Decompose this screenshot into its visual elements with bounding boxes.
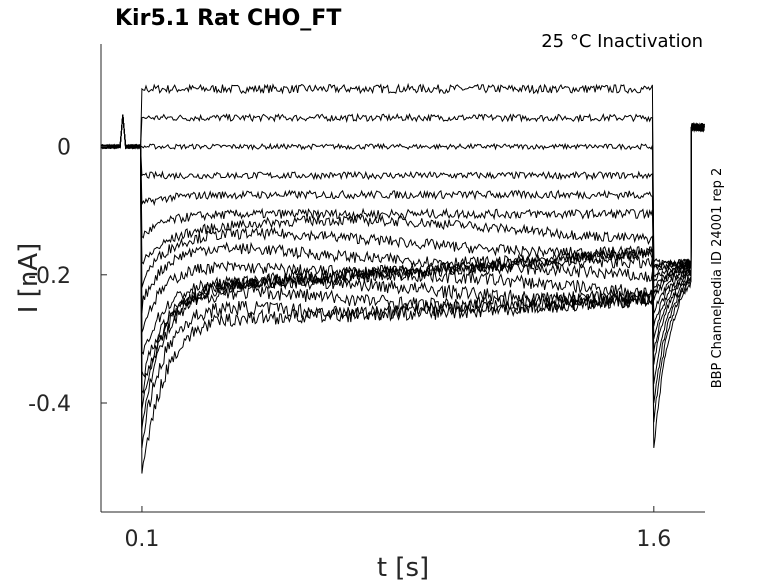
y-tick-label: 0: [57, 136, 71, 161]
current-trace: [100, 114, 705, 283]
current-trace: [100, 114, 705, 395]
condition-label: 25 °C Inactivation: [541, 31, 703, 52]
y-axis-label: I [nA]: [14, 243, 44, 313]
y-tick-label: -0.2: [28, 264, 71, 289]
current-trace: [100, 114, 705, 474]
current-trace: [100, 112, 705, 268]
traces-group: [100, 82, 705, 474]
current-trace: [100, 114, 705, 314]
y-tick-label: -0.4: [28, 392, 71, 417]
x-tick-label: 0.1: [124, 527, 159, 552]
x-tick-label: 1.6: [636, 527, 671, 552]
current-trace: [100, 114, 705, 271]
chart-title: Kir5.1 Rat CHO_FT: [115, 6, 341, 31]
current-trace: [100, 114, 705, 448]
source-label: BBP Channelpedia ID 24001 rep 2: [710, 168, 725, 389]
x-axis-label: t [s]: [377, 553, 429, 583]
current-trace: [100, 114, 705, 278]
current-trace: [100, 114, 705, 295]
ticks-group: 0.1 1.6 0 -0.2 -0.4: [28, 136, 671, 552]
current-trace: [100, 114, 705, 429]
current-trace: [100, 114, 705, 301]
current-trace: [100, 114, 705, 410]
current-trace: [100, 114, 705, 289]
current-trace: [100, 114, 705, 378]
current-trace: [100, 82, 705, 266]
current-trace: [100, 114, 705, 356]
